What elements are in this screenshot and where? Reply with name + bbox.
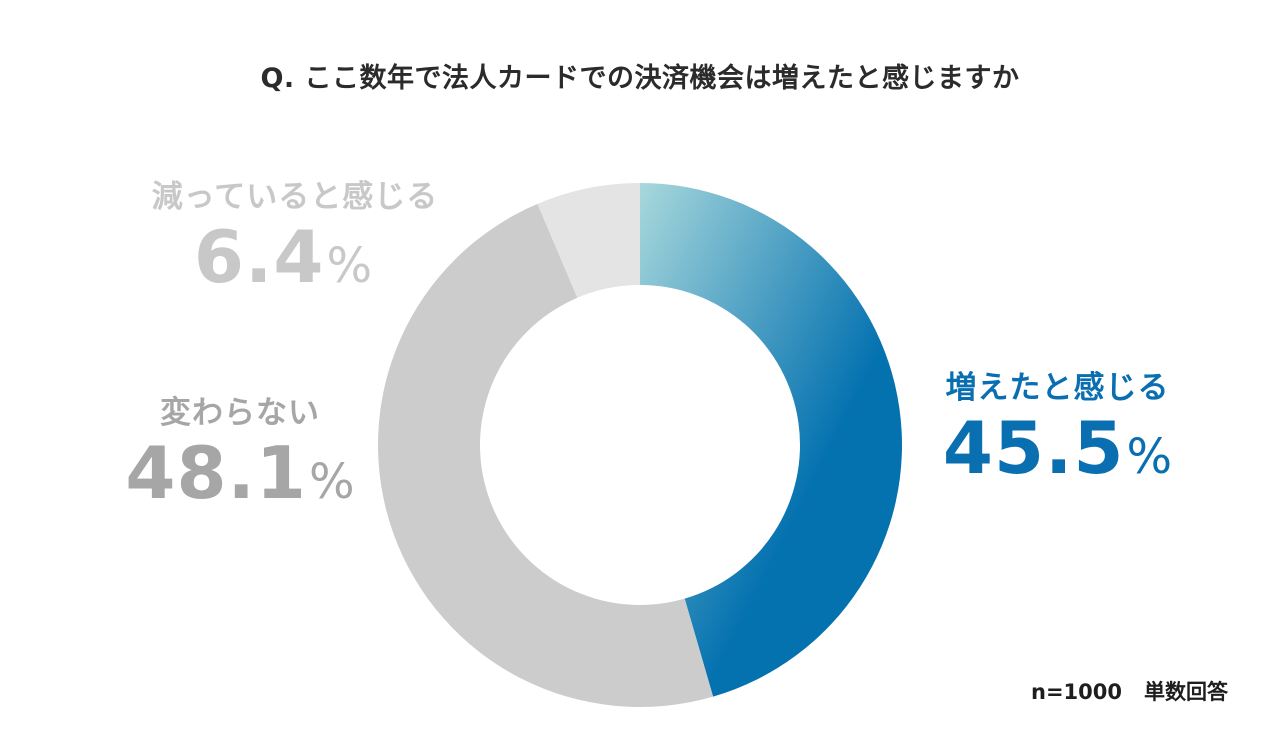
label-increase: 増えたと感じる 45.5% — [930, 368, 1185, 508]
label-same-value: 48.1% — [115, 433, 365, 533]
label-decrease: 減っていると感じる 6.4% — [135, 177, 455, 317]
label-decrease-number: 6.4 — [193, 215, 325, 299]
sample-note: n=1000 単数回答 — [1031, 676, 1228, 706]
label-decrease-value: 6.4% — [111, 217, 455, 317]
label-decrease-unit: % — [326, 238, 373, 294]
label-same: 変わらない 48.1% — [115, 393, 365, 533]
answer-type: 単数回答 — [1144, 680, 1228, 704]
slice-same — [377, 203, 714, 707]
donut-slices — [377, 183, 902, 707]
slice-decrease — [537, 183, 640, 298]
label-decrease-name: 減っていると感じる — [151, 179, 439, 215]
label-increase-value: 45.5% — [930, 408, 1185, 508]
label-increase-number: 45.5 — [942, 406, 1125, 490]
sample-size: n=1000 — [1031, 680, 1122, 704]
label-increase-unit: % — [1126, 429, 1173, 485]
label-same-unit: % — [309, 454, 355, 510]
slice-increase — [640, 183, 902, 697]
label-same-number: 48.1 — [125, 431, 308, 515]
label-same-name: 変わらない — [160, 395, 320, 431]
label-increase-name: 増えたと感じる — [945, 370, 1170, 406]
chart-title: Q. ここ数年で法人カードでの決済機会は増えたと感じますか — [260, 63, 1020, 94]
